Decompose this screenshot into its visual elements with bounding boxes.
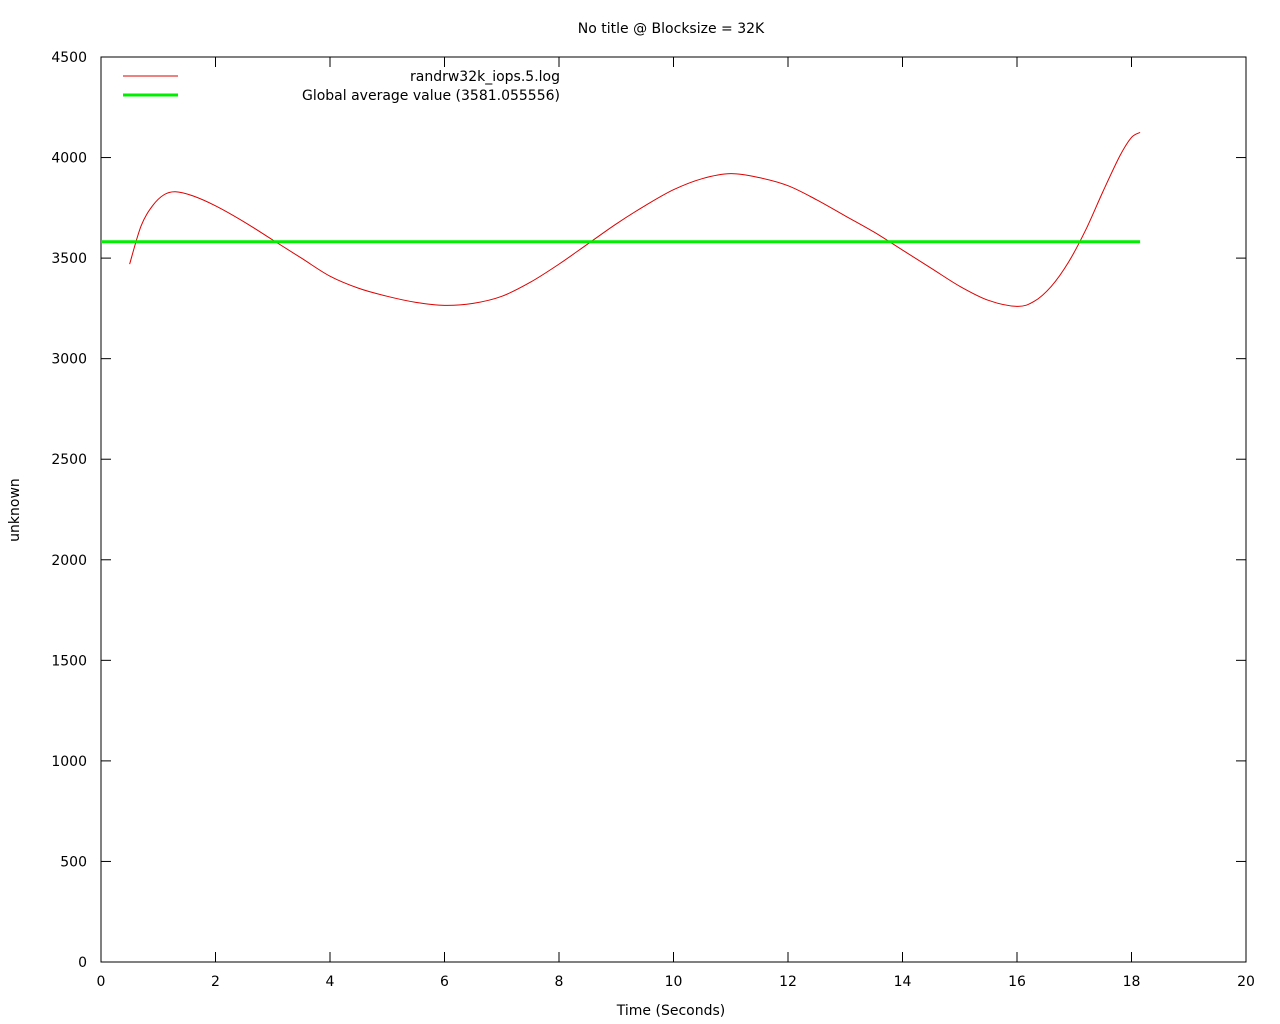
x-tick-label: 14 bbox=[894, 974, 912, 990]
x-tick-label: 20 bbox=[1237, 974, 1255, 990]
y-tick-label: 2500 bbox=[51, 452, 87, 468]
series-line-iops-log bbox=[129, 131, 1141, 307]
x-tick-label: 4 bbox=[326, 974, 335, 990]
plot-area-frame bbox=[100, 56, 1247, 963]
y-axis: 0 500 1000 1500 2000 2500 3000 3500 4000 4500 bbox=[51, 50, 1246, 971]
x-tick-label: 0 bbox=[97, 974, 106, 990]
y-tick-label: 4000 bbox=[51, 151, 87, 167]
y-tick-label: 3500 bbox=[51, 251, 87, 267]
legend-label: randrw32k_iops.5.log bbox=[410, 69, 560, 85]
chart-title: No title @ Blocksize = 32K bbox=[578, 21, 765, 37]
series-layer bbox=[101, 131, 1141, 307]
y-tick-label: 500 bbox=[60, 854, 87, 870]
x-tick-label: 6 bbox=[440, 974, 449, 990]
x-axis: 0 2 4 6 8 10 12 14 16 18 20 bbox=[97, 57, 1255, 990]
legend: randrw32k_iops.5.log Global average value… bbox=[123, 69, 560, 104]
x-tick-label: 18 bbox=[1123, 974, 1141, 990]
legend-label: Global average value (3581.055556) bbox=[302, 88, 560, 104]
x-axis-label: Time (Seconds) bbox=[616, 1003, 725, 1019]
x-tick-label: 12 bbox=[779, 974, 797, 990]
y-tick-label: 1500 bbox=[51, 653, 87, 669]
x-tick-label: 2 bbox=[211, 974, 220, 990]
y-tick-label: 1000 bbox=[51, 754, 87, 770]
y-axis-label: unknown bbox=[7, 478, 23, 542]
x-tick-label: 8 bbox=[555, 974, 564, 990]
x-tick-label: 16 bbox=[1008, 974, 1026, 990]
y-tick-label: 4500 bbox=[51, 50, 87, 66]
x-tick-label: 10 bbox=[665, 974, 683, 990]
y-tick-label: 2000 bbox=[51, 553, 87, 569]
y-tick-label: 0 bbox=[78, 955, 87, 971]
y-tick-label: 3000 bbox=[51, 352, 87, 368]
